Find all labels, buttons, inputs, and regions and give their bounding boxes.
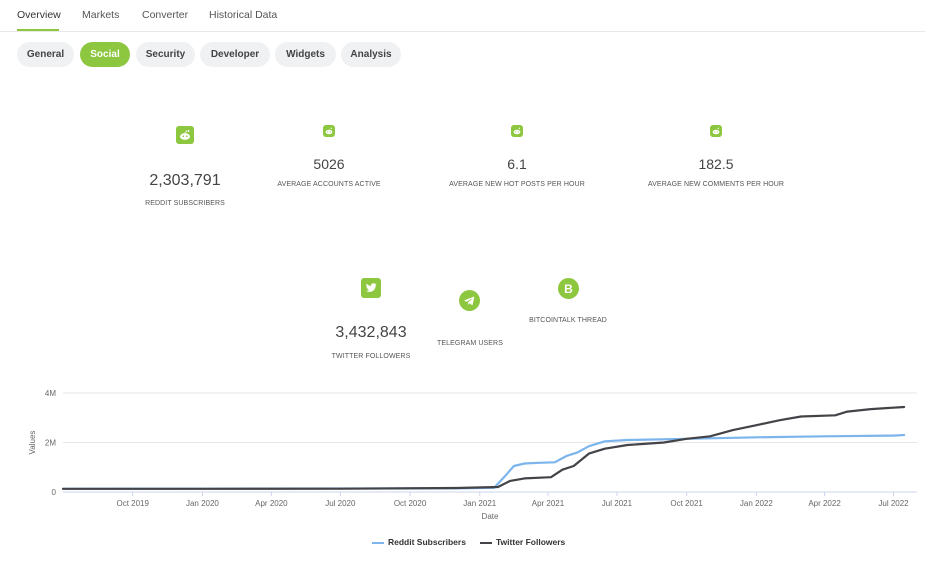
reddit-icon <box>323 125 335 137</box>
x-tick-label: Oct 2019 <box>116 499 149 508</box>
bitcointalk-thread-label: BITCOINTALK THREAD <box>529 317 607 324</box>
x-tick-label: Jan 2022 <box>740 499 773 508</box>
series-line-reddit-subscribers <box>61 433 906 490</box>
legend-label-reddit: Reddit Subscribers <box>388 537 466 547</box>
x-tick-label: Jan 2020 <box>186 499 219 508</box>
x-tick-label: Apr 2021 <box>532 499 565 508</box>
x-tick-label: Oct 2020 <box>394 499 427 508</box>
tab-overview[interactable]: Overview <box>17 9 61 21</box>
accounts-active-label: AVERAGE ACCOUNTS ACTIVE <box>277 181 381 188</box>
active-tab-indicator <box>17 29 59 31</box>
top-nav: Overview Markets Converter Historical Da… <box>0 0 925 32</box>
bitcoin-icon: B <box>558 278 579 299</box>
telegram-users-label: TELEGRAM USERS <box>437 340 503 347</box>
tab-markets[interactable]: Markets <box>82 9 120 21</box>
comments-value: 182.5 <box>698 156 734 172</box>
legend-item-twitter[interactable]: Twitter Followers <box>480 537 565 547</box>
x-tick-label: Apr 2022 <box>808 499 841 508</box>
y-axis-title: Values <box>28 431 37 455</box>
reddit-subscribers-value: 2,303,791 <box>149 172 221 189</box>
reddit-icon <box>176 126 194 144</box>
pill-general[interactable]: General <box>17 42 74 67</box>
comments-label: AVERAGE NEW COMMENTS PER HOUR <box>647 181 785 188</box>
y-tick-label: 2M <box>45 439 56 448</box>
pill-social[interactable]: Social <box>80 42 130 67</box>
hot-posts-label: AVERAGE NEW HOT POSTS PER HOUR <box>449 181 585 188</box>
pill-widgets[interactable]: Widgets <box>275 42 336 67</box>
pill-developer[interactable]: Developer <box>200 42 270 67</box>
svg-text:B: B <box>564 282 573 296</box>
pill-security[interactable]: Security <box>136 42 195 67</box>
x-axis-title: Date <box>482 512 499 521</box>
hot-posts-value: 6.1 <box>507 156 527 172</box>
twitter-icon <box>361 278 381 298</box>
legend-item-reddit[interactable]: Reddit Subscribers <box>372 537 466 547</box>
legend-label-twitter: Twitter Followers <box>496 537 566 547</box>
y-tick-label: 0 <box>52 488 57 497</box>
accounts-active-value: 5026 <box>313 156 345 172</box>
social-chart: 0 2M 4M Oct 2019 Jan 2020 Apr 2020 Jul 2020 Oct… <box>28 389 917 521</box>
y-tick-label: 4M <box>45 389 56 398</box>
x-tick-label: Jul 2021 <box>602 499 633 508</box>
telegram-icon <box>459 290 480 311</box>
twitter-followers-value: 3,432,843 <box>335 324 407 341</box>
reddit-icon <box>511 125 523 137</box>
twitter-followers-label: TWITTER FOLLOWERS <box>331 353 411 360</box>
pill-analysis[interactable]: Analysis <box>341 42 401 67</box>
legend-swatch-twitter <box>480 541 492 544</box>
x-tick-label: Jul 2022 <box>878 499 909 508</box>
reddit-subscribers-label: REDDIT SUBSCRIBERS <box>145 200 225 207</box>
tab-converter[interactable]: Converter <box>142 9 189 21</box>
series-line-twitter-followers <box>61 405 906 490</box>
x-tick-label: Jan 2021 <box>463 499 496 508</box>
legend-swatch-reddit <box>372 541 384 544</box>
x-tick-label: Jul 2020 <box>325 499 356 508</box>
x-tick-label: Apr 2020 <box>255 499 288 508</box>
reddit-icon <box>710 125 722 137</box>
x-tick-label: Oct 2021 <box>670 499 703 508</box>
tab-historical-data[interactable]: Historical Data <box>209 9 278 21</box>
